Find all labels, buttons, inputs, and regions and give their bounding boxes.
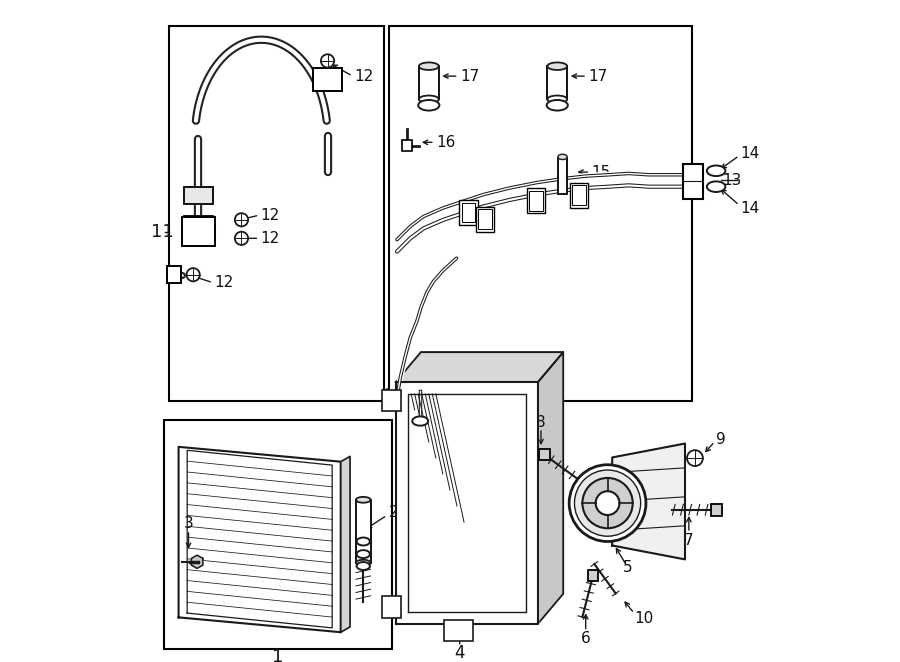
Polygon shape xyxy=(396,352,563,382)
Text: 8: 8 xyxy=(536,415,545,430)
Polygon shape xyxy=(192,555,202,569)
Bar xyxy=(558,158,567,194)
Text: 16: 16 xyxy=(436,135,455,150)
Bar xyxy=(356,500,371,563)
Circle shape xyxy=(235,213,248,226)
Text: 12: 12 xyxy=(261,231,280,246)
Text: 1: 1 xyxy=(272,648,284,662)
Ellipse shape xyxy=(418,100,439,111)
Polygon shape xyxy=(538,352,563,624)
Bar xyxy=(401,140,412,151)
FancyBboxPatch shape xyxy=(382,390,401,411)
Bar xyxy=(588,570,598,581)
Bar xyxy=(313,68,342,91)
Bar xyxy=(570,183,589,208)
Bar xyxy=(476,207,494,232)
Text: 14: 14 xyxy=(741,146,760,161)
Circle shape xyxy=(582,478,633,528)
Circle shape xyxy=(569,465,646,542)
Bar xyxy=(526,188,545,213)
Text: 17: 17 xyxy=(589,69,608,83)
Circle shape xyxy=(596,491,619,515)
Ellipse shape xyxy=(547,95,567,103)
Bar xyxy=(539,449,550,460)
Text: 10: 10 xyxy=(634,611,653,626)
Bar xyxy=(462,203,475,222)
Ellipse shape xyxy=(356,560,371,565)
Ellipse shape xyxy=(356,497,371,502)
Text: 7: 7 xyxy=(684,533,694,547)
Ellipse shape xyxy=(706,181,725,192)
Text: 11: 11 xyxy=(151,222,174,241)
Bar xyxy=(479,209,491,229)
Text: 17: 17 xyxy=(460,69,479,83)
Circle shape xyxy=(186,268,200,281)
Circle shape xyxy=(321,54,334,68)
Bar xyxy=(182,217,215,246)
Ellipse shape xyxy=(418,95,438,103)
FancyBboxPatch shape xyxy=(382,596,401,618)
Bar xyxy=(529,191,543,211)
Bar xyxy=(572,185,586,205)
Text: 5: 5 xyxy=(623,561,632,575)
Text: 3: 3 xyxy=(184,516,194,531)
Polygon shape xyxy=(612,444,685,559)
Ellipse shape xyxy=(558,154,567,160)
Circle shape xyxy=(687,450,703,466)
Bar xyxy=(389,26,692,401)
Polygon shape xyxy=(396,382,538,624)
Circle shape xyxy=(235,232,248,245)
Bar xyxy=(184,187,213,204)
Polygon shape xyxy=(421,352,563,594)
Bar xyxy=(418,66,438,99)
Bar xyxy=(459,200,478,225)
Text: 15: 15 xyxy=(591,165,611,179)
Text: 4: 4 xyxy=(454,644,465,662)
Bar xyxy=(184,216,213,234)
Circle shape xyxy=(574,470,641,536)
Bar xyxy=(547,66,567,99)
Ellipse shape xyxy=(356,538,370,545)
Bar xyxy=(683,164,703,199)
Text: 12: 12 xyxy=(261,208,280,222)
Bar xyxy=(166,266,181,283)
Ellipse shape xyxy=(418,62,438,70)
Ellipse shape xyxy=(356,550,370,558)
Ellipse shape xyxy=(546,100,568,111)
FancyBboxPatch shape xyxy=(445,620,473,641)
Text: 14: 14 xyxy=(383,389,403,403)
Text: 6: 6 xyxy=(580,631,590,645)
Bar xyxy=(164,420,392,649)
Ellipse shape xyxy=(706,166,725,176)
Text: 9: 9 xyxy=(716,432,726,447)
Text: 12: 12 xyxy=(214,275,234,290)
Polygon shape xyxy=(178,447,341,632)
Polygon shape xyxy=(341,456,350,632)
Ellipse shape xyxy=(356,562,370,570)
Text: 2: 2 xyxy=(389,504,398,520)
Ellipse shape xyxy=(412,416,428,426)
Text: 13: 13 xyxy=(723,173,742,187)
Text: 14: 14 xyxy=(741,201,760,216)
Ellipse shape xyxy=(547,62,567,70)
Bar xyxy=(168,26,383,401)
Bar xyxy=(712,504,722,516)
Text: 12: 12 xyxy=(354,69,373,83)
